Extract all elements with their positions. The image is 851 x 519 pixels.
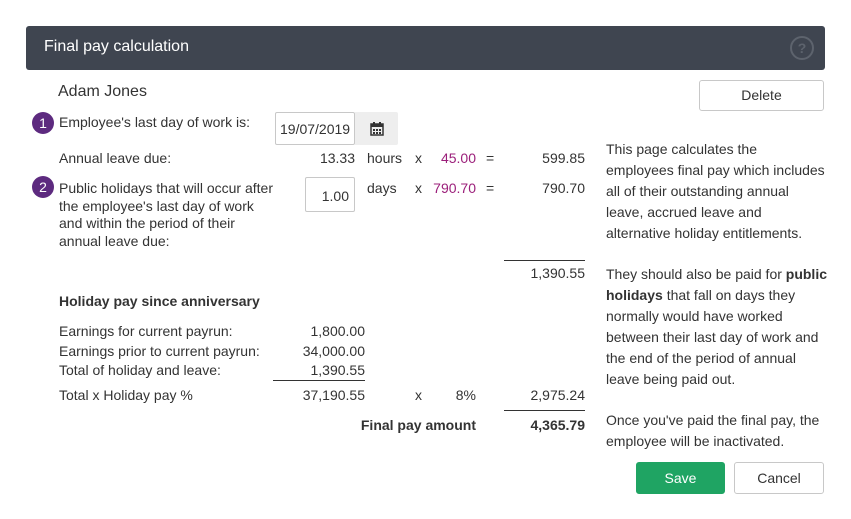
holiday-pay-percent: 8% [455,387,476,403]
delete-button[interactable]: Delete [699,80,824,111]
last-day-date-input[interactable]: 19/07/2019 [275,112,355,145]
public-holidays-multiply: x [415,180,422,196]
annual-leave-hours: 13.33 [319,150,355,166]
public-holidays-label-line: Public holidays that will occur after [59,180,273,196]
info-paragraph-3: Once you've paid the final pay, the empl… [606,412,820,449]
holiday-pay-result: 2,975.24 [530,387,586,403]
earnings-prior-label: Earnings prior to current payrun: [59,343,260,359]
info-paragraph-2: They should also be paid for public holi… [606,264,828,390]
final-pay-amount: 4,365.79 [530,417,586,433]
public-holidays-days-input[interactable]: 1.00 [305,177,355,212]
holiday-pay-heading: Holiday pay since anniversary [59,293,260,309]
date-picker-button[interactable] [355,112,398,145]
last-day-date-value: 19/07/2019 [280,121,351,137]
final-pay-label: Final pay amount [360,417,476,433]
public-holidays-equals: = [486,180,495,196]
public-holidays-label: Public holidays that will occur after th… [59,180,273,250]
help-icon[interactable]: ? [790,36,814,60]
info-p2-post: that fall on days they normally would ha… [606,287,819,387]
annual-leave-equals: = [486,150,495,166]
earnings-current-value: 1,800.00 [310,323,366,339]
public-holidays-total: 790.70 [542,180,585,196]
save-button[interactable]: Save [636,462,725,494]
annual-leave-total: 599.85 [542,150,585,166]
earnings-prior-value: 34,000.00 [302,343,365,359]
holiday-leave-total-value: 1,390.55 [310,362,366,378]
last-day-label: Employee's last day of work is: [59,114,250,130]
holiday-pay-total-label: Total x Holiday pay % [59,387,193,403]
holiday-pay-total-value: 37,190.55 [302,387,365,403]
subtotal-divider [504,260,585,261]
step-1-badge: 1 [32,112,54,134]
employee-name: Adam Jones [58,83,147,100]
info-p2-pre: They should also be paid for [606,266,782,282]
annual-leave-unit: hours [367,150,403,166]
info-p2-bold: public holidays [606,266,828,303]
public-holidays-rate: 790.70 [433,180,476,196]
public-holidays-unit: days [367,180,397,196]
annual-leave-rate: 45.00 [440,150,476,166]
holiday-pay-multiply: x [415,387,422,403]
public-holidays-days-value: 1.00 [321,188,349,204]
public-holidays-label-line: annual leave due: [59,232,170,249]
public-holidays-label-line: and within the period of their [59,215,235,231]
holiday-leave-total-label: Total of holiday and leave: [59,362,221,378]
earnings-current-label: Earnings for current payrun: [59,323,233,339]
step-2-badge: 2 [32,176,54,198]
cancel-button[interactable]: Cancel [734,462,824,494]
calendar-icon [370,122,384,136]
holiday-total-divider [273,380,365,381]
leave-subtotal: 1,390.55 [530,265,586,281]
dialog-header: Final pay calculation ? [26,26,825,70]
annual-leave-label: Annual leave due: [59,150,172,166]
final-divider [504,410,585,411]
public-holidays-label-line: the employee's last day of work [59,197,254,214]
dialog-title: Final pay calculation [44,38,189,55]
info-paragraph-1: This page calculates the employees final… [606,141,825,241]
annual-leave-multiply: x [415,150,422,166]
